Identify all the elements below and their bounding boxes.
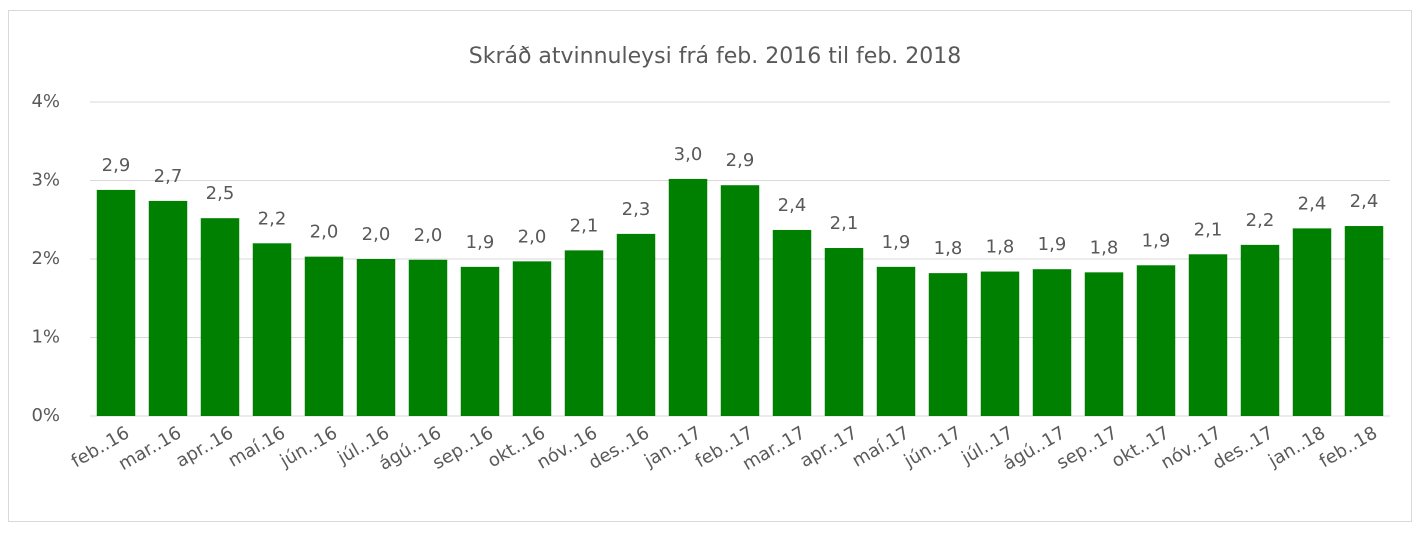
y-tick-label: 4%	[31, 91, 60, 112]
bar	[408, 259, 448, 416]
data-label: 2,4	[778, 195, 807, 216]
bar	[564, 250, 604, 416]
bar	[1136, 265, 1176, 416]
bar	[1344, 226, 1384, 416]
bar	[460, 266, 500, 416]
bar	[876, 266, 916, 416]
bar	[928, 273, 968, 416]
data-label: 2,0	[310, 222, 339, 243]
data-label: 2,0	[518, 226, 547, 247]
data-label: 1,8	[1090, 237, 1119, 258]
data-label: 1,8	[986, 237, 1015, 258]
bar	[720, 185, 760, 416]
y-tick-label: 3%	[31, 170, 60, 191]
y-tick-label: 1%	[31, 327, 60, 348]
bar	[1032, 269, 1072, 416]
y-tick-label: 0%	[31, 405, 60, 426]
data-label: 2,4	[1298, 193, 1327, 214]
bar	[668, 178, 708, 416]
data-label: 2,7	[154, 166, 183, 187]
data-label: 2,1	[1194, 219, 1223, 240]
bar	[252, 243, 292, 416]
data-label: 2,5	[206, 183, 235, 204]
data-label: 2,9	[726, 150, 755, 171]
data-label: 2,0	[362, 224, 391, 245]
bar	[512, 261, 552, 416]
data-label: 2,0	[414, 225, 443, 246]
data-label: 1,9	[1038, 234, 1067, 255]
data-label: 1,9	[466, 232, 495, 253]
bar	[824, 248, 864, 416]
bar	[616, 233, 656, 416]
data-label: 1,9	[1142, 230, 1171, 251]
bar	[200, 218, 240, 416]
bar	[1084, 272, 1124, 416]
chart-title: Skráð atvinnuleysi frá feb. 2016 til feb…	[469, 44, 962, 69]
chart-border	[8, 10, 1412, 522]
bar	[1240, 244, 1280, 416]
bar	[356, 259, 396, 416]
data-label: 2,1	[830, 213, 859, 234]
data-label: 2,1	[570, 215, 599, 236]
data-label: 2,3	[622, 199, 651, 220]
y-tick-label: 2%	[31, 248, 60, 269]
data-label: 2,2	[258, 208, 287, 229]
data-label: 2,2	[1246, 210, 1275, 231]
data-label: 2,9	[102, 155, 131, 176]
bar	[96, 189, 136, 416]
data-label: 3,0	[674, 144, 703, 165]
data-label: 2,4	[1350, 191, 1379, 212]
bar	[1292, 228, 1332, 416]
bar	[148, 200, 188, 416]
bar	[772, 229, 812, 416]
bar	[980, 271, 1020, 416]
data-label: 1,8	[934, 238, 963, 259]
bar	[1188, 254, 1228, 416]
bar	[304, 256, 344, 416]
data-label: 1,9	[882, 232, 911, 253]
